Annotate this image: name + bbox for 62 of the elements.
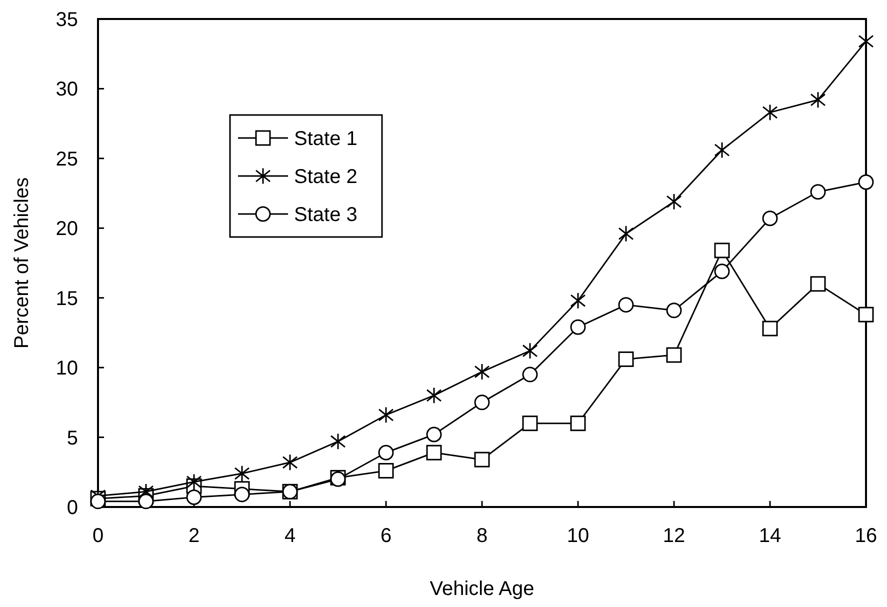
point bbox=[570, 416, 586, 432]
point bbox=[282, 454, 298, 471]
x-tick-label: 12 bbox=[662, 525, 686, 547]
point bbox=[762, 320, 778, 336]
point bbox=[186, 473, 202, 490]
x-tick-label: 4 bbox=[284, 525, 296, 547]
point bbox=[618, 351, 634, 367]
point bbox=[90, 494, 106, 510]
point bbox=[138, 494, 154, 510]
x-tick-label: 16 bbox=[854, 525, 878, 547]
point bbox=[378, 463, 394, 478]
point bbox=[810, 276, 826, 292]
point bbox=[714, 142, 730, 159]
point bbox=[330, 433, 346, 450]
point bbox=[762, 210, 778, 226]
point bbox=[762, 104, 778, 121]
point bbox=[474, 363, 490, 380]
y-tick-label: 20 bbox=[56, 218, 78, 240]
point bbox=[810, 91, 826, 108]
legend-label: State 1 bbox=[294, 128, 358, 150]
point bbox=[234, 486, 250, 502]
y-tick-label: 30 bbox=[56, 78, 78, 101]
x-tick-label: 8 bbox=[476, 525, 488, 547]
y-tick-label: 5 bbox=[66, 427, 78, 450]
x-tick-label: 6 bbox=[380, 525, 392, 547]
point bbox=[234, 465, 250, 482]
point bbox=[570, 319, 586, 335]
point bbox=[858, 174, 874, 190]
x-tick-label: 10 bbox=[566, 525, 590, 547]
point bbox=[858, 306, 874, 322]
y-tick-label: 15 bbox=[56, 288, 78, 310]
x-tick-label: 0 bbox=[92, 525, 104, 547]
point bbox=[474, 452, 490, 468]
point bbox=[666, 347, 682, 363]
point bbox=[810, 184, 826, 200]
legend-label: State 2 bbox=[294, 166, 358, 188]
y-axis-title: Percent of Vehicles bbox=[11, 177, 33, 349]
point bbox=[378, 406, 394, 424]
point bbox=[666, 302, 682, 318]
point bbox=[666, 193, 682, 210]
point bbox=[714, 264, 730, 280]
point bbox=[522, 416, 538, 432]
x-tick-label: 2 bbox=[188, 525, 200, 547]
point bbox=[426, 387, 442, 404]
y-tick-label: 0 bbox=[66, 497, 78, 519]
point bbox=[618, 297, 634, 313]
point bbox=[378, 444, 394, 460]
point bbox=[618, 225, 634, 242]
x-axis-title: Vehicle Age bbox=[430, 578, 534, 600]
point bbox=[714, 242, 730, 258]
y-tick-label: 10 bbox=[56, 358, 78, 380]
point bbox=[426, 426, 442, 442]
point bbox=[426, 444, 442, 460]
point bbox=[522, 366, 538, 382]
y-tick-label: 35 bbox=[56, 9, 78, 31]
point bbox=[186, 489, 202, 505]
x-tick-label: 14 bbox=[758, 525, 782, 547]
legend-label: State 3 bbox=[294, 204, 358, 226]
point bbox=[474, 394, 490, 410]
y-tick-label: 25 bbox=[56, 148, 78, 170]
point bbox=[570, 292, 586, 310]
point bbox=[522, 342, 538, 360]
